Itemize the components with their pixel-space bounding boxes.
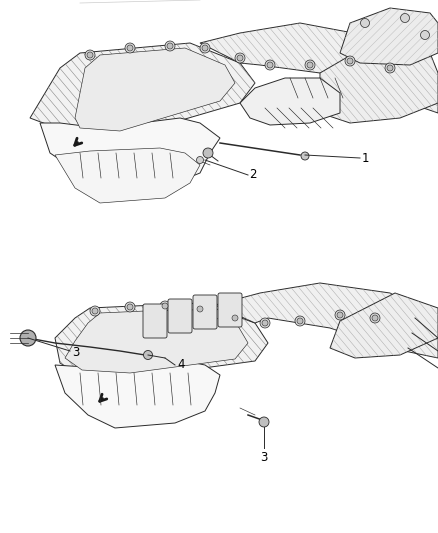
Polygon shape — [55, 303, 268, 378]
Polygon shape — [40, 118, 220, 188]
Circle shape — [295, 316, 305, 326]
Bar — [0, 258, 438, 268]
Circle shape — [400, 13, 410, 22]
Circle shape — [420, 30, 430, 39]
Text: 1: 1 — [362, 151, 370, 165]
Circle shape — [262, 320, 268, 326]
Circle shape — [202, 45, 208, 51]
Circle shape — [195, 304, 205, 314]
Circle shape — [125, 302, 135, 312]
Circle shape — [160, 301, 170, 311]
Text: 4: 4 — [177, 359, 184, 372]
Polygon shape — [55, 148, 200, 203]
Circle shape — [127, 304, 133, 310]
Circle shape — [345, 56, 355, 66]
Circle shape — [230, 313, 240, 323]
Circle shape — [259, 417, 269, 427]
Circle shape — [167, 43, 173, 49]
Circle shape — [305, 60, 315, 70]
Circle shape — [127, 45, 133, 51]
FancyBboxPatch shape — [143, 304, 167, 338]
Circle shape — [337, 312, 343, 318]
Circle shape — [387, 65, 393, 71]
Circle shape — [307, 62, 313, 68]
Circle shape — [385, 63, 395, 73]
Circle shape — [265, 60, 275, 70]
Circle shape — [197, 157, 204, 164]
Circle shape — [370, 313, 380, 323]
Polygon shape — [55, 361, 220, 428]
Polygon shape — [340, 8, 438, 65]
Circle shape — [165, 41, 175, 51]
Polygon shape — [215, 283, 438, 358]
Polygon shape — [30, 43, 255, 138]
Polygon shape — [320, 38, 438, 123]
Circle shape — [200, 43, 210, 53]
Circle shape — [235, 53, 245, 63]
Circle shape — [92, 308, 98, 314]
Circle shape — [85, 50, 95, 60]
Circle shape — [203, 148, 213, 158]
Text: 2: 2 — [249, 168, 257, 182]
Circle shape — [335, 310, 345, 320]
Circle shape — [360, 19, 370, 28]
Circle shape — [372, 315, 378, 321]
Circle shape — [260, 318, 270, 328]
Polygon shape — [75, 48, 235, 131]
Circle shape — [297, 318, 303, 324]
Circle shape — [267, 62, 273, 68]
Circle shape — [162, 303, 168, 309]
Circle shape — [197, 306, 203, 312]
Circle shape — [87, 52, 93, 58]
Polygon shape — [330, 293, 438, 358]
Circle shape — [232, 315, 238, 321]
Circle shape — [301, 152, 309, 160]
FancyBboxPatch shape — [168, 299, 192, 333]
Circle shape — [347, 58, 353, 64]
FancyBboxPatch shape — [193, 295, 217, 329]
Circle shape — [125, 43, 135, 53]
Circle shape — [237, 55, 243, 61]
FancyBboxPatch shape — [218, 293, 242, 327]
Circle shape — [90, 306, 100, 316]
Polygon shape — [65, 309, 248, 373]
Circle shape — [20, 330, 36, 346]
Polygon shape — [200, 23, 438, 113]
Text: 3: 3 — [72, 345, 79, 359]
Circle shape — [144, 351, 152, 359]
Polygon shape — [240, 78, 340, 125]
Text: 3: 3 — [260, 451, 268, 464]
